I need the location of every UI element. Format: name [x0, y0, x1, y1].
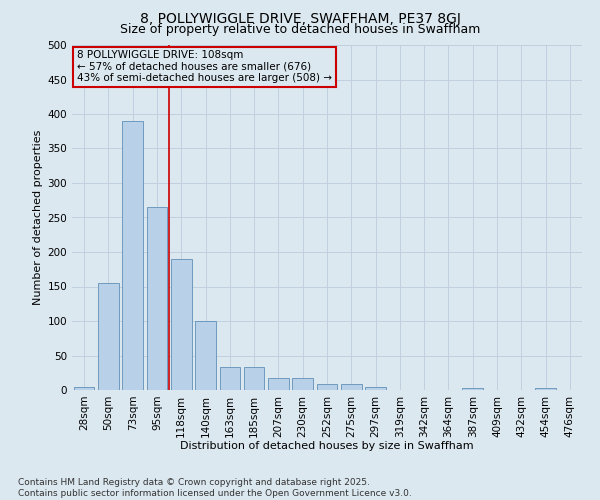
X-axis label: Distribution of detached houses by size in Swaffham: Distribution of detached houses by size … — [180, 441, 474, 451]
Bar — [220, 367, 240, 390]
Bar — [292, 378, 313, 390]
Text: Contains HM Land Registry data © Crown copyright and database right 2025.
Contai: Contains HM Land Registry data © Crown c… — [18, 478, 412, 498]
Bar — [98, 283, 119, 390]
Bar — [341, 384, 362, 390]
Bar — [244, 367, 265, 390]
Bar — [122, 121, 143, 390]
Text: Size of property relative to detached houses in Swaffham: Size of property relative to detached ho… — [120, 22, 480, 36]
Bar — [463, 388, 483, 390]
Bar — [268, 378, 289, 390]
Bar — [195, 321, 216, 390]
Bar — [74, 386, 94, 390]
Bar — [171, 259, 191, 390]
Text: 8 POLLYWIGGLE DRIVE: 108sqm
← 57% of detached houses are smaller (676)
43% of se: 8 POLLYWIGGLE DRIVE: 108sqm ← 57% of det… — [77, 50, 332, 84]
Y-axis label: Number of detached properties: Number of detached properties — [33, 130, 43, 305]
Bar — [535, 388, 556, 390]
Bar — [146, 207, 167, 390]
Bar — [365, 386, 386, 390]
Text: 8, POLLYWIGGLE DRIVE, SWAFFHAM, PE37 8GJ: 8, POLLYWIGGLE DRIVE, SWAFFHAM, PE37 8GJ — [140, 12, 460, 26]
Bar — [317, 384, 337, 390]
